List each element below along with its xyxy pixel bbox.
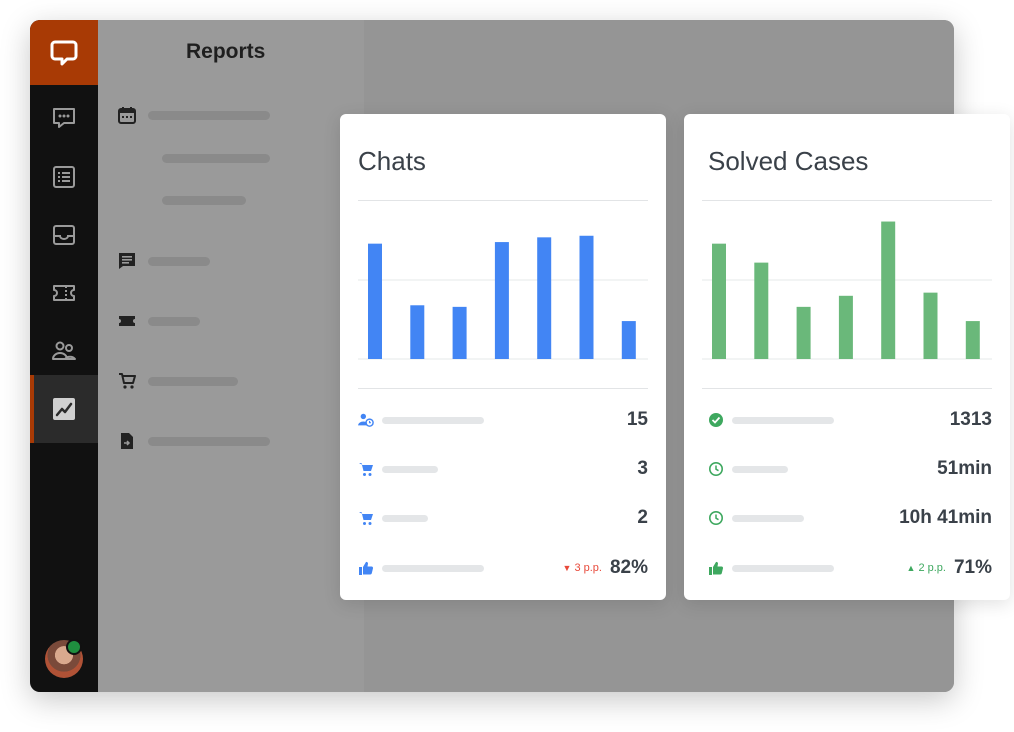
stat-label-placeholder xyxy=(732,416,834,424)
menu-item-tickets[interactable] xyxy=(118,312,200,330)
presence-status-dot xyxy=(66,639,82,655)
people-icon xyxy=(52,341,76,360)
thumbs-up-icon xyxy=(358,560,374,576)
stat-row: ▲ 2 p.p. 71% xyxy=(708,556,992,580)
clock-icon xyxy=(708,461,724,477)
delta-text: 3 p.p. xyxy=(574,562,602,574)
ticket-icon xyxy=(53,285,75,301)
stat-row: 1313 xyxy=(708,408,992,432)
arrow-down-icon: ▼ xyxy=(562,563,572,573)
stat-row: 2 xyxy=(358,506,648,530)
stat-label-placeholder xyxy=(732,465,788,473)
cart-icon xyxy=(119,373,136,389)
chart-bar xyxy=(881,221,896,359)
chat-bubble-icon xyxy=(119,253,135,269)
stat-value: 71% xyxy=(953,557,992,578)
stat-label-placeholder xyxy=(382,564,484,572)
app-logo[interactable] xyxy=(30,20,98,85)
stat-row: ▼ 3 p.p. 82% xyxy=(358,556,648,580)
chats-card: Chats 15 3 2 ▼ 3 p.p. 8 xyxy=(340,114,666,600)
chat-icon xyxy=(53,108,75,128)
divider xyxy=(358,388,648,389)
chart-bar xyxy=(621,321,636,359)
page-title: Reports xyxy=(186,40,266,63)
stat-label-placeholder xyxy=(382,465,438,473)
reports-menu: Reports xyxy=(98,20,364,692)
chart-bar xyxy=(537,237,552,359)
user-clock-icon xyxy=(358,412,374,428)
chart-bar xyxy=(838,295,853,359)
solved-cases-card: Solved Cases 1313 51min 10h 41min ▲ xyxy=(684,114,1010,600)
card-title: Solved Cases xyxy=(708,146,869,176)
calendar-icon xyxy=(118,107,136,124)
ticket-icon xyxy=(119,316,135,326)
nav-reports[interactable] xyxy=(30,375,98,443)
chats-bar-chart xyxy=(358,235,648,360)
nav-customers[interactable] xyxy=(30,323,98,379)
stat-label-placeholder xyxy=(732,514,804,522)
stat-value: 10h 41min xyxy=(899,507,992,528)
chart-bar xyxy=(712,243,726,359)
delta-badge: ▼ 3 p.p. xyxy=(563,562,602,574)
thumbs-up-icon xyxy=(708,560,724,576)
menu-placeholder xyxy=(148,316,200,326)
delta-text: 2 p.p. xyxy=(918,562,946,574)
nav-tickets[interactable] xyxy=(30,265,98,321)
menu-item-export[interactable] xyxy=(118,432,270,450)
chart-bar xyxy=(579,235,594,359)
chart-bar xyxy=(796,306,811,359)
arrow-up-icon: ▲ xyxy=(906,563,916,573)
chart-bar xyxy=(965,321,980,359)
inbox-icon xyxy=(53,225,75,245)
menu-item-sales[interactable] xyxy=(118,372,238,390)
menu-placeholder xyxy=(162,154,270,163)
stat-value: 3 xyxy=(637,458,648,479)
chart-bar xyxy=(494,242,509,359)
chart-bar xyxy=(368,243,382,359)
menu-placeholder xyxy=(162,196,246,205)
reports-icon xyxy=(53,398,75,420)
chart-bar xyxy=(452,306,467,359)
stat-label-placeholder xyxy=(382,514,428,522)
menu-placeholder xyxy=(148,110,270,120)
menu-placeholder xyxy=(148,256,210,266)
nav-inbox[interactable] xyxy=(30,207,98,263)
divider xyxy=(358,200,648,201)
chart-bar xyxy=(754,262,769,359)
menu-placeholder xyxy=(148,376,238,386)
stat-value: 1313 xyxy=(949,409,992,430)
stat-value: 51min xyxy=(937,458,992,479)
stat-value: 2 xyxy=(637,507,648,528)
card-title: Chats xyxy=(358,146,426,176)
chart-bar xyxy=(923,292,938,359)
menu-item-date[interactable] xyxy=(118,106,270,124)
solved-cases-bar-chart xyxy=(702,221,992,360)
nav-list[interactable] xyxy=(30,149,98,205)
nav-chats[interactable] xyxy=(30,90,98,146)
divider xyxy=(702,200,992,201)
chart-bar xyxy=(410,305,425,359)
check-circle-icon xyxy=(708,412,724,428)
stat-row: 3 xyxy=(358,457,648,481)
cart-icon xyxy=(358,461,374,477)
divider xyxy=(702,388,992,389)
clock-icon xyxy=(708,510,724,526)
cart-icon xyxy=(358,510,374,526)
stat-label-placeholder xyxy=(382,416,484,424)
delta-badge: ▲ 2 p.p. xyxy=(907,562,946,574)
stat-value: 15 xyxy=(626,409,648,430)
menu-subitem[interactable] xyxy=(162,196,246,205)
chat-logo-icon xyxy=(50,40,78,65)
nav-rail xyxy=(30,20,98,692)
stat-label-placeholder xyxy=(732,564,834,572)
stat-row: 15 xyxy=(358,408,648,432)
menu-item-chats[interactable] xyxy=(118,252,210,270)
stat-value: 82% xyxy=(609,557,648,578)
stat-row: 51min xyxy=(708,457,992,481)
menu-placeholder xyxy=(148,436,270,446)
menu-subitem[interactable] xyxy=(162,154,270,163)
list-icon xyxy=(53,166,75,188)
stat-row: 10h 41min xyxy=(708,506,992,530)
document-icon xyxy=(121,433,133,449)
